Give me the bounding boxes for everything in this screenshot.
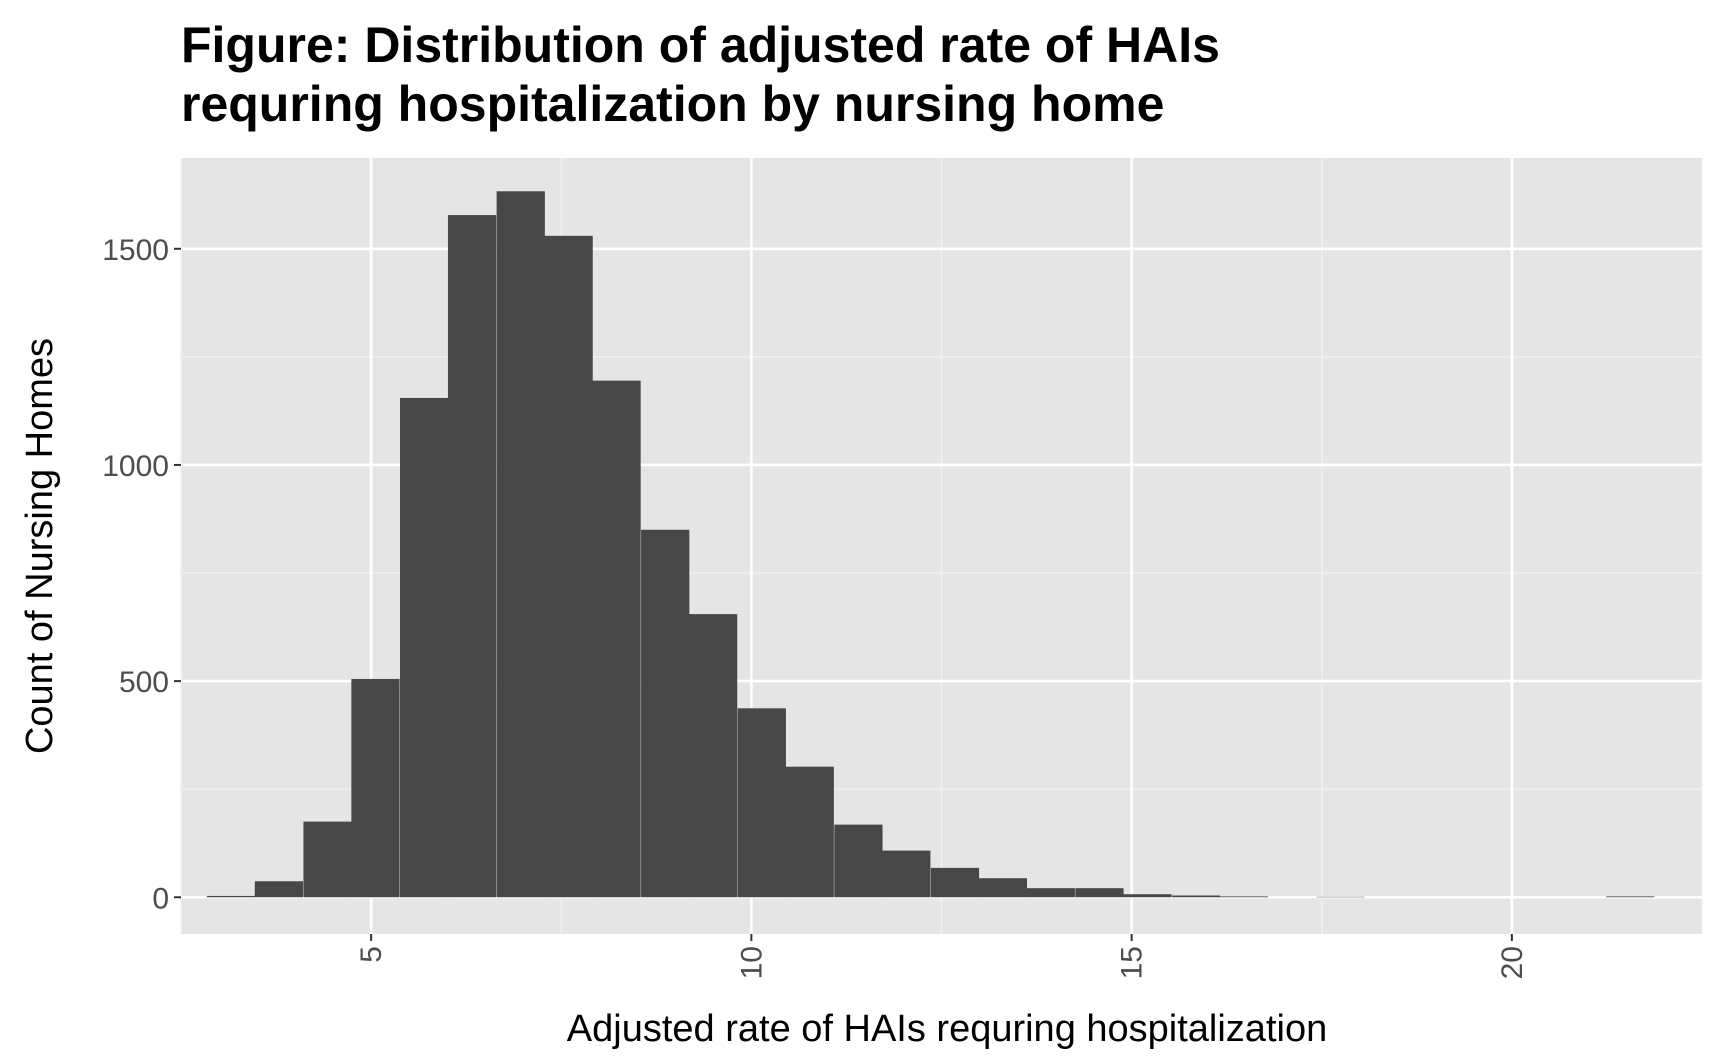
x-tick-label: 5 <box>355 946 388 963</box>
histogram-bar <box>689 614 738 898</box>
y-tick-label: 500 <box>119 666 169 699</box>
histogram-bar <box>1026 888 1075 898</box>
chart-title-line-2: requring hospitalization by nursing home <box>181 76 1164 132</box>
histogram-bar <box>641 529 690 898</box>
x-tick-label: 10 <box>735 946 768 979</box>
histogram-bar <box>447 215 497 898</box>
x-axis-title: Adjusted rate of HAIs requring hospitali… <box>567 1008 1327 1050</box>
histogram-bar <box>1123 894 1172 898</box>
y-tick-label: 1000 <box>102 450 169 483</box>
histogram-bar <box>303 821 352 898</box>
histogram-bar <box>1171 895 1221 898</box>
histogram-bar <box>206 895 256 898</box>
x-tick-label: 20 <box>1496 946 1529 979</box>
histogram-bar <box>592 380 641 898</box>
histogram-bar <box>978 878 1028 898</box>
histogram-bars <box>206 191 1655 898</box>
y-axis-title: Count of Nursing Homes <box>19 338 61 754</box>
histogram-bar <box>1075 888 1124 898</box>
histogram-bar <box>400 397 449 898</box>
histogram-bar <box>254 881 304 898</box>
histogram-bar <box>785 766 834 898</box>
histogram-bar <box>351 678 400 898</box>
histogram-bar <box>737 708 786 898</box>
chart-title-line-1: Figure: Distribution of adjusted rate of… <box>181 17 1220 73</box>
x-tick-label: 15 <box>1116 946 1149 979</box>
x-axis: 5 10 15 20 <box>355 934 1529 979</box>
histogram-bar <box>1219 896 1269 898</box>
histogram-bar <box>834 824 883 898</box>
histogram-bar <box>1606 896 1655 898</box>
histogram-bar <box>882 850 931 898</box>
histogram-bar <box>930 867 980 898</box>
y-tick-label: 0 <box>152 882 169 915</box>
histogram-bar <box>496 191 545 898</box>
y-tick-label: 1500 <box>102 234 169 267</box>
y-axis: 0 500 1000 1500 <box>102 234 181 915</box>
histogram-bar <box>544 235 593 898</box>
